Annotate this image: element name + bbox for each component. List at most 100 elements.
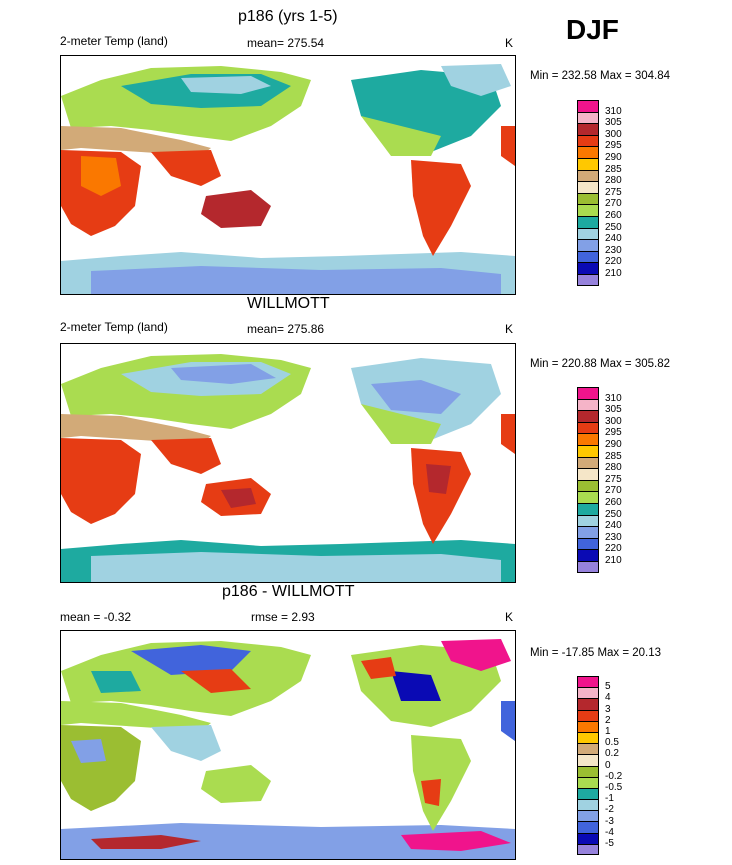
panel-2-minmax: Min = 220.88 Max = 305.82	[530, 358, 671, 370]
panel-3-units: K	[505, 610, 514, 624]
panel-3-colorbar-tick-label: 2	[605, 714, 611, 726]
panel-2-colorbar-swatch	[577, 479, 599, 492]
panel-1-colorbar-tick-label: 240	[605, 233, 622, 245]
panel-3-colorbar: 5 4 3 2 1 0.5 0.2 0 -0.2 -0.5 -1 -2 -3 -4 -5	[577, 676, 622, 855]
panel-3-colorbar-swatch	[577, 743, 599, 755]
panel-1-colorbar-tick-label: 290	[605, 152, 622, 163]
panel-2-colorbar-tick-label: 220	[605, 543, 622, 555]
panel-2-colorbar-tick-label: 210	[605, 555, 622, 566]
panel-3-colorbar-swatch	[577, 810, 599, 822]
panel-2-colorbar-tick-label: 250	[605, 508, 622, 520]
panel-2-map-graphic	[61, 354, 515, 582]
panel-1-colorbar-tick-label: 310	[605, 105, 622, 117]
panel-2-map	[60, 343, 516, 583]
panel-1-units: K	[505, 36, 514, 50]
panel-2-colorbar-tick-label: 295	[605, 427, 622, 439]
panel-2-colorbar-swatch	[577, 387, 599, 399]
panel-2-colorbar-swatch	[577, 444, 599, 457]
panel-2-colorbar-tick-label: 290	[605, 439, 622, 450]
panel-3-colorbar-tick-label: 5	[605, 681, 611, 693]
panel-3-colorbar-swatch	[577, 843, 599, 855]
panel-2-colorbar-swatch	[577, 410, 599, 422]
panel-2-colorbar-swatch	[577, 468, 599, 480]
panel-1-colorbar-tick-label: 210	[605, 268, 622, 279]
panel-1-colorbar-tick-label: 275	[605, 186, 622, 198]
panel-2-colorbar-tick-label: 285	[605, 450, 622, 462]
panel-2-colorbar-tick-label: 230	[605, 531, 622, 543]
panel-2-colorbar-tick-label: 270	[605, 485, 622, 497]
panel-3-colorbar-swatch	[577, 698, 599, 710]
panel-3-colorbar-swatch	[577, 821, 599, 833]
panel-2-colorbar-swatch	[577, 549, 599, 561]
panel-3-colorbar-tick-label: -3	[605, 815, 614, 827]
panel-3-colorbar-swatch	[577, 676, 599, 688]
panel-1-minmax: Min = 232.58 Max = 304.84	[530, 70, 671, 82]
panel-2-colorbar-swatch	[577, 456, 599, 469]
panel-1-colorbar-swatch	[577, 262, 599, 274]
panel-2-colorbar-swatch	[577, 537, 599, 550]
panel-1-colorbar-swatch	[577, 192, 599, 205]
panel-3-map	[60, 630, 516, 860]
panel-1-colorbar-swatch	[577, 134, 599, 147]
panel-1-colorbar-swatch	[577, 100, 599, 112]
panel-1-colorbar: 310 305 300 295 290 285 280 275 270 260 250 240 230 2…	[577, 100, 622, 286]
panel-2-colorbar-swatch	[577, 560, 599, 573]
panel-1-colorbar-swatch	[577, 273, 599, 286]
panel-1-mean-label: mean= 275.54	[247, 36, 325, 50]
panel-3-colorbar-tick-label: 1	[605, 726, 611, 737]
panel-1-map-graphic	[61, 64, 515, 294]
panel-3-colorbar-tick-label: 0.2	[605, 748, 619, 760]
panel-3-colorbar-swatch	[577, 765, 599, 777]
panel-1-colorbar-swatch	[577, 123, 599, 135]
panel-1-colorbar-swatch	[577, 239, 599, 251]
panel-3-colorbar-swatch	[577, 832, 599, 844]
panel-3-colorbar-tick-label: -4	[605, 826, 614, 838]
panel-1-colorbar-swatch	[577, 215, 599, 228]
panel-1-left-label: 2-meter Temp (land)	[60, 34, 168, 48]
panel-3-colorbar-tick-label: -0.5	[605, 782, 623, 793]
panel-1-colorbar-swatch	[577, 111, 599, 124]
panel-3-colorbar-swatch	[577, 720, 599, 732]
panel-3-map-graphic	[61, 639, 515, 859]
panel-3-colorbar-tick-label: -2	[605, 804, 614, 816]
panel-2-units: K	[505, 322, 514, 336]
panel-3-mean-label: mean = -0.32	[60, 610, 132, 624]
panel-3-colorbar-tick-label: 3	[605, 703, 611, 715]
panel-1-colorbar-tick-label: 230	[605, 244, 622, 256]
panel-3-colorbar-swatch	[577, 731, 599, 744]
panel-3-colorbar-swatch	[577, 687, 599, 699]
panel-1-colorbar-swatch	[577, 169, 599, 182]
panel-2-mean-label: mean= 275.86	[247, 322, 325, 336]
panel-1-colorbar-tick-label: 300	[605, 128, 622, 140]
panel-3-colorbar-swatch	[577, 776, 599, 788]
panel-2-colorbar-swatch	[577, 433, 599, 445]
panel-3-colorbar-swatch	[577, 799, 599, 811]
panel-2-colorbar-swatch	[577, 491, 599, 503]
panel-1-colorbar-tick-label: 280	[605, 175, 622, 187]
panel-3-minmax: Min = -17.85 Max = 20.13	[530, 647, 662, 659]
panel-2-colorbar-tick-label: 305	[605, 404, 622, 416]
panel-3-colorbar-swatch	[577, 709, 599, 721]
panel-2-colorbar-swatch	[577, 514, 599, 527]
panel-3-colorbar-tick-label: 4	[605, 692, 611, 704]
panel-2-colorbar-swatch	[577, 526, 599, 538]
panel-3-title: p186 - WILLMOTT	[222, 583, 355, 600]
panel-1-map	[60, 55, 516, 295]
panel-2-colorbar-tick-label: 240	[605, 520, 622, 532]
panel-1-colorbar-tick-label: 285	[605, 163, 622, 175]
panel-3-colorbar-swatch	[577, 787, 599, 800]
panel-1-colorbar-tick-label: 260	[605, 210, 622, 221]
panel-1-colorbar-swatch	[577, 146, 599, 158]
panel-3-colorbar-tick-label: -5	[605, 838, 614, 849]
panel-1-colorbar-tick-label: 270	[605, 198, 622, 210]
panel-3-colorbar-swatch	[577, 754, 599, 766]
panel-2-colorbar-tick-label: 300	[605, 415, 622, 427]
panel-1-colorbar-tick-label: 295	[605, 140, 622, 152]
panel-2-left-label: 2-meter Temp (land)	[60, 320, 168, 334]
panel-2-colorbar-swatch	[577, 502, 599, 515]
panel-3-rmse-label: rmse = 2.93	[251, 610, 315, 624]
panel-2-colorbar-tick-label: 275	[605, 473, 622, 485]
panel-2-colorbar: 310 305 300 295 290 285 280 275 270 260 250 240 230 2…	[577, 387, 622, 573]
panel-2-colorbar-tick-label: 310	[605, 392, 622, 404]
panel-3-colorbar-tick-label: 0.5	[605, 737, 619, 749]
